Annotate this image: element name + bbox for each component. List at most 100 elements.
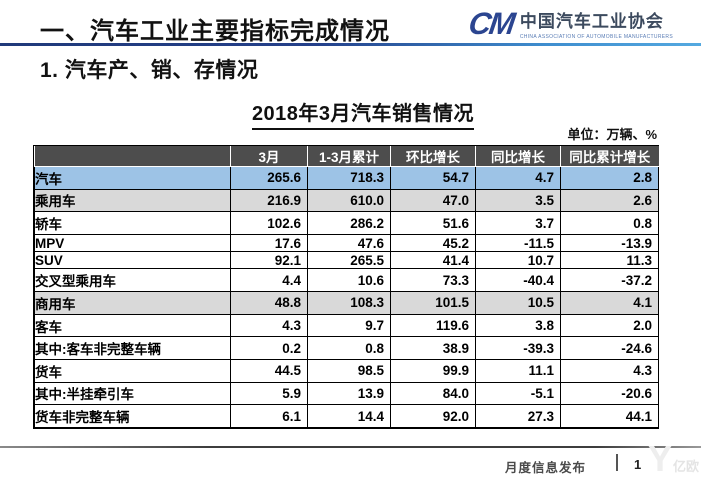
cell-value: 2.0	[560, 313, 659, 338]
footer-divider	[0, 446, 701, 448]
cell-value: -40.4	[475, 268, 561, 293]
cell-value: 4.7	[475, 166, 561, 190]
cell-value: 51.6	[390, 211, 476, 235]
column-header: 1-3月累计	[307, 146, 391, 167]
table-row: 商用车 48.8 108.3 101.5 10.5 4.1	[34, 291, 659, 315]
row-label: 交叉型乘用车	[34, 268, 231, 293]
cell-value: 48.8	[230, 291, 308, 315]
table-header-row: 3月 1-3月累计 环比增长 同比增长 同比累计增长	[34, 146, 659, 167]
org-names: 中国汽车工业协会 CHINA ASSOCIATION OF AUTOMOBILE…	[520, 7, 673, 40]
cell-value: 216.9	[230, 188, 308, 213]
row-label: 客车	[34, 313, 231, 338]
watermark-text: 亿欧	[672, 459, 699, 474]
cell-value: 10.6	[307, 268, 391, 293]
cell-value: 47.6	[307, 233, 391, 253]
cell-value: 3.8	[475, 313, 561, 338]
cell-value: 44.5	[230, 358, 308, 383]
cell-value: 10.7	[475, 251, 561, 270]
cell-value: -5.1	[475, 381, 561, 406]
cell-value: 14.4	[307, 404, 391, 428]
column-header: 同比增长	[475, 146, 561, 167]
cell-value: 41.4	[390, 251, 476, 270]
footer-label: 月度信息发布	[505, 461, 587, 475]
table-row: 货车非完整车辆 6.1 14.4 92.0 27.3 44.1	[34, 404, 659, 428]
cell-value: -11.5	[475, 233, 561, 253]
org-name-cn: 中国汽车工业协会	[519, 12, 664, 31]
cell-value: 286.2	[307, 211, 391, 235]
cell-value: 54.7	[390, 166, 476, 190]
cm-logo-icon: CM	[466, 6, 516, 41]
page-number: 1	[634, 457, 642, 472]
column-header	[34, 146, 231, 167]
cell-value: 47.0	[390, 188, 476, 213]
watermark-y-icon: Y	[647, 437, 672, 479]
unit-note: 单位：万辆、%	[567, 127, 657, 142]
table-row: 轿车 102.6 286.2 51.6 3.7 0.8	[34, 211, 659, 235]
cell-value: 5.9	[230, 381, 308, 406]
cell-value: 4.3	[230, 313, 308, 338]
cell-value: 92.0	[390, 404, 476, 428]
cell-value: 92.1	[230, 251, 308, 270]
table-wrap: 3月 1-3月累计 环比增长 同比增长 同比累计增长 汽车 265.6 718.3 54.7 4…	[33, 145, 659, 429]
cell-value: 10.5	[475, 291, 561, 315]
cell-value: 3.7	[475, 211, 561, 235]
cell-value: 4.3	[560, 358, 659, 383]
watermark: Y 亿欧	[647, 437, 699, 479]
cell-value: 0.2	[230, 336, 308, 360]
row-label: 其中:客车非完整车辆	[34, 336, 231, 360]
cell-value: -37.2	[560, 268, 659, 293]
cell-value: 610.0	[307, 188, 391, 213]
cell-value: 98.5	[307, 358, 391, 383]
row-label: SUV	[34, 251, 231, 270]
table-row: 客车 4.3 9.7 119.6 3.8 2.0	[34, 313, 659, 338]
cell-value: 44.1	[560, 404, 659, 428]
cell-value: 0.8	[307, 336, 391, 360]
org-logo: CM 中国汽车工业协会 CHINA ASSOCIATION OF AUTOMOB…	[466, 6, 673, 41]
cell-value: 84.0	[390, 381, 476, 406]
table-row: 其中:半挂牵引车 5.9 13.9 84.0 -5.1 -20.6	[34, 381, 659, 406]
table-row: 乘用车 216.9 610.0 47.0 3.5 2.6	[34, 188, 659, 213]
cell-value: 265.5	[307, 251, 391, 270]
cell-value: 45.2	[390, 233, 476, 253]
row-label: 轿车	[34, 211, 231, 235]
row-label: 其中:半挂牵引车	[34, 381, 231, 406]
cell-value: 0.8	[560, 211, 659, 235]
cell-value: 27.3	[475, 404, 561, 428]
cell-value: 718.3	[307, 166, 391, 190]
cell-value: -20.6	[560, 381, 659, 406]
subsection-title: 1. 汽车产、销、存情况	[40, 59, 259, 82]
row-label: 货车	[34, 358, 231, 383]
cell-value: 2.8	[560, 166, 659, 190]
table-row: MPV 17.6 47.6 45.2 -11.5 -13.9	[34, 233, 659, 253]
cell-value: 2.6	[560, 188, 659, 213]
column-header: 环比增长	[390, 146, 476, 167]
title-accent-line	[0, 43, 701, 46]
cell-value: 11.3	[560, 251, 659, 270]
cell-value: 99.9	[390, 358, 476, 383]
row-label: 乘用车	[34, 188, 231, 213]
section-title: 一、汽车工业主要指标完成情况	[40, 18, 390, 45]
cell-value: 102.6	[230, 211, 308, 235]
cell-value: 119.6	[390, 313, 476, 338]
cell-value: -39.3	[475, 336, 561, 360]
cell-value: 11.1	[475, 358, 561, 383]
table-title: 2018年3月汽车销售情况	[251, 97, 475, 130]
cell-value: 265.6	[230, 166, 308, 190]
table-row: 交叉型乘用车 4.4 10.6 73.3 -40.4 -37.2	[34, 268, 659, 293]
cell-value: -13.9	[560, 233, 659, 253]
cell-value: 108.3	[307, 291, 391, 315]
table-row: 货车 44.5 98.5 99.9 11.1 4.3	[34, 358, 659, 383]
table-title-wrap: 2018年3月汽车销售情况	[33, 97, 657, 130]
row-label: MPV	[34, 233, 231, 253]
row-label: 商用车	[34, 291, 231, 315]
cell-value: 73.3	[390, 268, 476, 293]
row-label: 汽车	[34, 166, 231, 190]
column-header: 同比累计增长	[560, 146, 659, 167]
cell-value: 6.1	[230, 404, 308, 428]
footer-separator	[616, 454, 618, 471]
cell-value: 3.5	[475, 188, 561, 213]
cell-value: 17.6	[230, 233, 308, 253]
sales-table: 3月 1-3月累计 环比增长 同比增长 同比累计增长 汽车 265.6 718.3 54.7 4…	[34, 146, 659, 428]
cell-value: 38.9	[390, 336, 476, 360]
